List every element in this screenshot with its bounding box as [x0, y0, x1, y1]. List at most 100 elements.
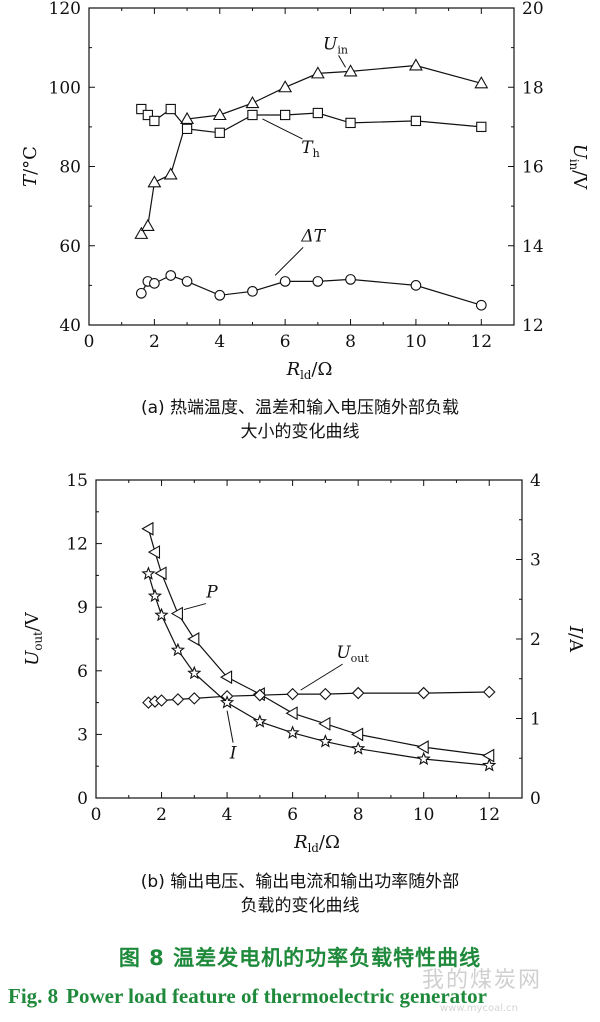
- panel-a-series-T-2-point-4: [181, 276, 193, 287]
- panel-a-xtick-label-2: 2: [149, 332, 160, 352]
- panel-b-series-Uout-1-point-8: [319, 687, 332, 701]
- panel-b-ylabel-left: Uout/V: [22, 611, 45, 666]
- panel-a-xlabel-sub: ld: [300, 368, 312, 382]
- panel-a-series-Uin-0-point-6: [245, 95, 260, 109]
- panel-a-xlabel-unit: /Ω: [311, 359, 332, 380]
- panel-a-ytick-left-label-120: 120: [49, 0, 81, 19]
- panel-a-series-Uin-0-point-11: [474, 76, 489, 89]
- panel-b-series-I-2-leader: [226, 710, 234, 743]
- watermark-url: www.mycoal.cn: [440, 1003, 518, 1014]
- panel-a-xtick-label-10: 10: [405, 332, 427, 352]
- panel-a-ylabel-left: T/°C: [20, 146, 41, 187]
- panel-b-series-I-2-point-6: [252, 714, 267, 728]
- panel-a-series-Uin-0-leader: [338, 55, 346, 68]
- panel-b-ylabel-right-unit: /A: [565, 633, 586, 653]
- panel-b-series-Uout-1-point-3: [171, 693, 185, 706]
- watermark-logo: 我的煤炭网: [422, 968, 543, 993]
- panel-b-xlabel: Rld/Ω: [293, 832, 340, 855]
- panel-b-series-P-0-point-3: [170, 606, 183, 621]
- subplot-a-caption-line2: 大小的变化曲线: [240, 422, 360, 442]
- subplot-b-caption-line1: (b) 输出电压、输出电流和输出功率随外部: [140, 872, 460, 892]
- panel-a-series-T-2-leader: [274, 247, 304, 276]
- panel-b-series-Uout-1-label-sub: out: [351, 652, 370, 665]
- panel-a-ytick-left-label-80: 80: [59, 158, 81, 178]
- panel-a-ytick-right-label-14: 14: [522, 237, 544, 257]
- panel-a-ytick-left-label-40: 40: [59, 316, 81, 336]
- panel-b-series-I-2-point-10: [416, 751, 431, 766]
- panel-a-ytick-right-label-16: 16: [522, 158, 544, 178]
- panel-a-series-Uin-0-point-9: [343, 64, 358, 77]
- panel-b-series-P-0-point-11: [482, 748, 495, 763]
- panel-a-series-Uin-0-label-main: U: [323, 34, 338, 54]
- panel-a-series-Uin-0-point-1: [140, 218, 155, 231]
- panel-a-series-T-2-point-3: [165, 270, 177, 281]
- panel-b-ytick-right-label-1: 1: [530, 710, 541, 730]
- panel-b-series-P-0-point-2: [154, 566, 167, 581]
- panel-a-series-Uin-0-point-2: [147, 175, 162, 188]
- panel-a-series-Th-1-line: [140, 108, 482, 134]
- panel-b-series-P-0-point-9: [351, 727, 364, 742]
- panel-a-series-Th-1-label-sub: h: [313, 147, 320, 160]
- panel-a-ylabel-right: Uin/V: [567, 144, 590, 191]
- panel-b-series-Uout-1-label-main: U: [336, 643, 351, 663]
- panel-b-xlabel-sub: ld: [308, 841, 320, 855]
- panel-b-ytick-left-label-0: 0: [77, 789, 88, 809]
- panel-a-xtick-label-12: 12: [470, 332, 492, 352]
- panel-a-series-Uin-0-point-10: [408, 58, 423, 71]
- subplot-b-caption-line2: 负载的变化曲线: [240, 896, 360, 916]
- panel-a-ytick-right-label-12: 12: [522, 316, 544, 336]
- panel-b-series-Uout-1-point-6: [253, 688, 267, 702]
- panel-a-series-Uin-0-label-sub: in: [337, 43, 348, 56]
- panel-b-xlabel-main: R: [293, 832, 308, 853]
- panel-a-ytick-right-label-18: 18: [522, 78, 544, 98]
- panel-b-series-I-2-label-main: I: [229, 744, 237, 764]
- panel-b-series-P-0-point-0: [141, 521, 154, 536]
- panel-a-series-Th-1-point-1: [142, 109, 153, 121]
- panel-b-series-I-2-point-5: [219, 695, 235, 709]
- figure-label-en: Fig. 8: [8, 984, 59, 1008]
- panel-a-ytick-left-label-100: 100: [49, 78, 81, 98]
- panel-a-xlabel-main: R: [286, 359, 301, 380]
- panel-b-ytick-right-label-2: 2: [530, 630, 541, 650]
- panel-b-plot-frame: [95, 479, 523, 799]
- panel-b-series-Uout-1-leader: [300, 663, 343, 691]
- panel-b-xtick-label-4: 4: [222, 805, 233, 825]
- panel-a-series-Uin-0-point-4: [180, 111, 195, 124]
- panel-b-xtick-label-8: 8: [353, 805, 364, 825]
- panel-a-series-T-2-label-main: ΔT: [300, 226, 326, 246]
- panel-b-series-I-2-point-0: [141, 566, 156, 580]
- panel-a-series-Th-1-point-5: [214, 127, 225, 138]
- panel-b-xtick-label-10: 10: [413, 805, 435, 825]
- panel-b-series-Uout-1-point-10: [417, 686, 430, 700]
- panel-b-ytick-left-label-3: 3: [77, 725, 88, 745]
- panel-b-xtick-label-6: 6: [287, 805, 298, 825]
- panel-a-xtick-label-4: 4: [214, 332, 225, 352]
- panel-b-series-P-0-point-8: [318, 716, 331, 731]
- panel-b-series-P-0-label: P: [205, 583, 218, 603]
- panel-b-series-Uout-1-label: Uout: [336, 643, 369, 665]
- panel-a-series-Th-1-label-main: T: [301, 138, 314, 158]
- panel-a-series-Th-1-point-8: [312, 107, 323, 119]
- panel-b-series-I-2-point-8: [318, 734, 333, 748]
- panel-a-series-Uin-0-point-3: [163, 167, 178, 180]
- panel-b-series-I-2-line: [147, 573, 490, 766]
- panel-b-series-P-0-point-10: [416, 740, 429, 755]
- panel-a-series-T-2-point-11: [475, 299, 487, 311]
- panel-a-series-Th-1-point-10: [410, 115, 422, 127]
- panel-b-series-I-2-label: I: [229, 744, 237, 764]
- panel-b-series-P-0-line: [147, 528, 490, 757]
- panel-b-series-P-0-point-1: [147, 545, 161, 560]
- panel-b-series-I-2-point-1: [147, 588, 163, 603]
- panel-a-series-Th-1-point-6: [247, 109, 258, 121]
- panel-a-ytick-right-label-20: 20: [522, 0, 544, 19]
- panel-a-series-Th-1-point-9: [345, 117, 356, 129]
- panel-a-series-Uin-0-point-5: [212, 107, 227, 121]
- panel-a-series-Th-1-point-7: [280, 109, 291, 121]
- panel-a-xtick-label-0: 0: [84, 332, 95, 352]
- panel-b-series-Uout-1-point-4: [188, 692, 201, 705]
- panel-b-ytick-left-label-9: 9: [77, 598, 88, 618]
- panel-b-series-Uout-1-point-9: [351, 686, 365, 700]
- panel-a-series-Uin-0-point-0: [134, 226, 149, 239]
- panel-b-ytick-left-label-12: 12: [66, 535, 88, 555]
